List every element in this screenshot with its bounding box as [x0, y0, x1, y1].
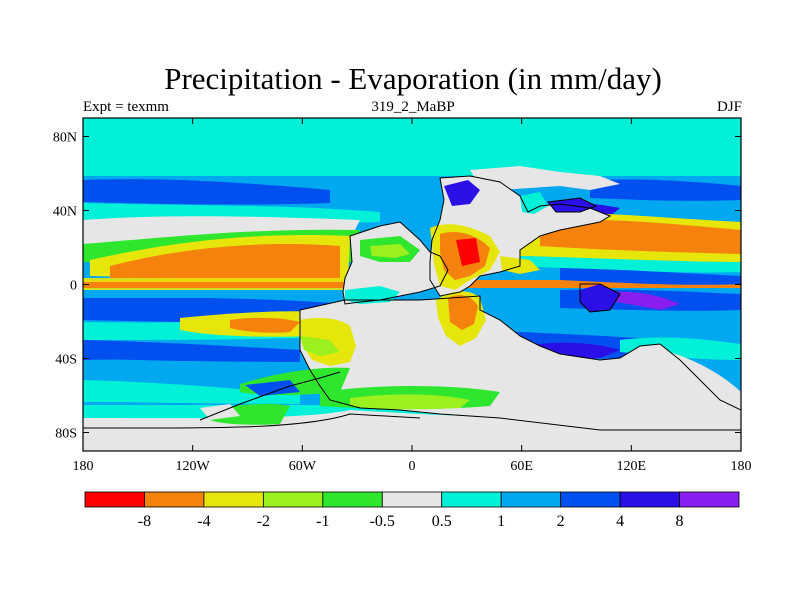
- x-tick-label: 120W: [176, 459, 211, 474]
- colorbar-label: -0.5: [370, 513, 395, 530]
- colorbar-swatch: [203, 491, 264, 508]
- x-tick-label: 60E: [510, 459, 533, 474]
- x-tick-label: 0: [409, 459, 416, 474]
- experiment-label: Expt = texmm: [83, 99, 169, 115]
- colorbar-swatch: [322, 491, 383, 508]
- y-tick-label: 0: [70, 279, 77, 294]
- colorbar-swatch: [500, 491, 562, 508]
- colorbar-swatch: [84, 491, 145, 508]
- colorbar-label: -1: [316, 513, 329, 530]
- x-tick-label: 180: [73, 459, 94, 474]
- colorbar-swatch: [679, 491, 740, 508]
- colorbar-label: 8: [676, 513, 684, 530]
- colorbar-label: 0.5: [432, 513, 452, 530]
- colorbar-label: -4: [197, 513, 210, 530]
- colorbar: -8 -4 -2 -1 -0.5 0.5 1 2 4 8: [84, 491, 740, 530]
- colorbar-swatch: [619, 491, 680, 508]
- map-title: Precipitation - Evaporation (in mm/day): [164, 61, 662, 96]
- colorbar-swatch: [381, 491, 443, 508]
- coastlines: [83, 175, 741, 431]
- y-tick-label: 40S: [55, 353, 77, 368]
- colorbar-swatch: [441, 491, 502, 508]
- time-period-label: 319_2_MaBP: [371, 99, 455, 115]
- y-axis-ticks: 80N 40N 0 40S 80S: [53, 131, 741, 442]
- x-tick-label: 60W: [289, 459, 317, 474]
- x-tick-label: 120E: [617, 459, 647, 474]
- y-tick-label: 80S: [55, 427, 77, 442]
- arctic-land: [470, 166, 620, 190]
- colorbar-label: -2: [257, 513, 270, 530]
- map-field: [83, 118, 741, 451]
- y-tick-label: 40N: [53, 205, 77, 220]
- colorbar-swatch: [144, 491, 205, 508]
- colorbar-swatch: [560, 491, 621, 508]
- y-tick-label: 80N: [53, 131, 77, 146]
- season-label: DJF: [716, 99, 742, 115]
- colorbar-label: 1: [497, 513, 505, 530]
- colorbar-label: -8: [138, 513, 151, 530]
- colorbar-label: 4: [616, 513, 624, 530]
- x-tick-label: 180: [731, 459, 752, 474]
- colorbar-label: 2: [557, 513, 565, 530]
- colorbar-swatch: [262, 491, 324, 508]
- x-axis-ticks: 180 120W 60W 0 60E 120E 180: [73, 118, 752, 474]
